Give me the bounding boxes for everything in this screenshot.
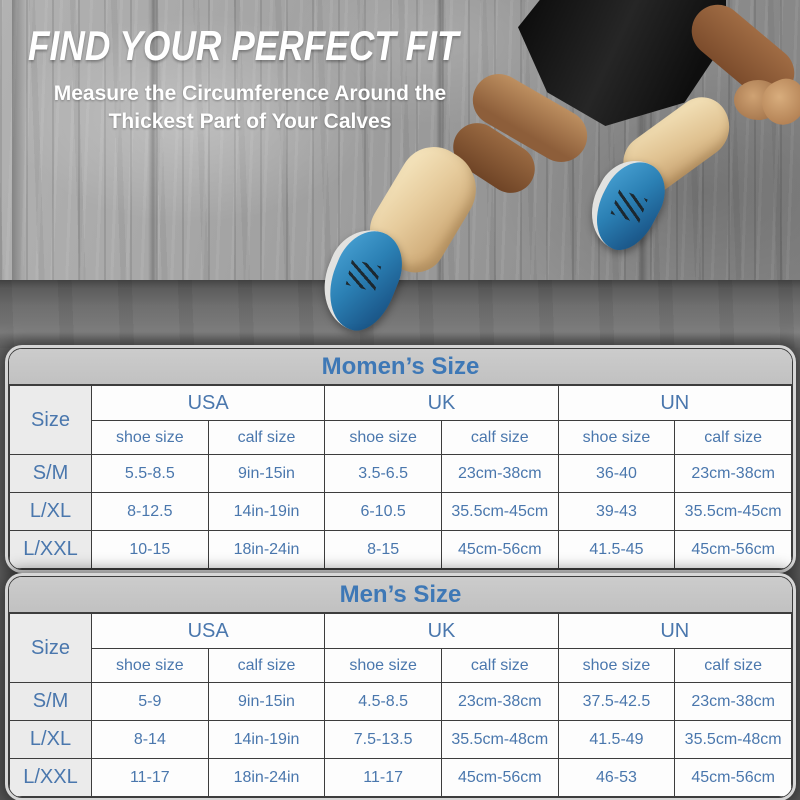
region-header-usa: USA: [90, 385, 326, 421]
size-cell: 8-14: [91, 720, 209, 759]
size-cell: 41.5-45: [557, 530, 676, 569]
womens-size-grid: Size USA UK UN shoe size calf size shoe …: [9, 385, 792, 569]
size-cell: 46-53: [557, 758, 676, 797]
subheader-calf-size: calf size: [207, 420, 326, 455]
size-cell: 5-9: [91, 682, 209, 721]
size-cell: 4.5-8.5: [324, 682, 442, 721]
size-cell: 39-43: [557, 492, 676, 531]
size-cell: 45cm-56cm: [440, 758, 559, 797]
page-title: FIND YOUR PERFECT FIT: [28, 22, 459, 69]
table-row: L/XL 8-12.5 14in-19in 6-10.5 35.5cm-45cm…: [9, 492, 792, 531]
subheader-shoe-size: shoe size: [324, 420, 442, 455]
size-cell: 8-15: [324, 530, 442, 569]
size-cell: 45cm-56cm: [440, 530, 559, 569]
size-cell: 8-12.5: [91, 492, 209, 531]
size-cell: 45cm-56cm: [674, 530, 792, 569]
subheader-shoe-size: shoe size: [91, 648, 209, 683]
region-header-uk: UK: [324, 385, 559, 421]
row-header: L/XL: [9, 492, 92, 531]
size-cell: 9in-15in: [207, 454, 326, 493]
subheader-shoe-size: shoe size: [557, 648, 676, 683]
region-header-uk: UK: [324, 613, 559, 649]
size-cell: 14in-19in: [207, 492, 326, 531]
size-cell: 10-15: [91, 530, 209, 569]
wall-streak: [436, 0, 444, 282]
region-header-un: UN: [557, 613, 792, 649]
womens-table-title: Momen’s Size: [9, 349, 792, 385]
size-cell: 5.5-8.5: [91, 454, 209, 493]
subheader-calf-size: calf size: [440, 420, 559, 455]
mens-table-title: Men’s Size: [9, 577, 792, 613]
table-row: L/XXL 10-15 18in-24in 8-15 45cm-56cm 41.…: [9, 530, 792, 569]
size-cell: 23cm-38cm: [440, 454, 559, 493]
subheader-calf-size: calf size: [440, 648, 559, 683]
region-header-usa: USA: [90, 613, 326, 649]
size-cell: 11-17: [324, 758, 442, 797]
row-header: L/XXL: [9, 530, 92, 569]
row-header: L/XL: [9, 720, 92, 759]
row-header: S/M: [9, 454, 92, 493]
mens-size-grid: Size USA UK UN shoe size calf size shoe …: [9, 613, 792, 797]
subtitle-line-1: Measure the Circumference Around the: [53, 82, 447, 105]
size-cell: 7.5-13.5: [324, 720, 442, 759]
mens-size-table: Men’s Size Size USA UK UN shoe size calf…: [8, 576, 793, 798]
hero-photo: FIND YOUR PERFECT FIT Measure the Circum…: [0, 0, 800, 348]
size-cell: 35.5cm-48cm: [674, 720, 792, 759]
subheader-calf-size: calf size: [207, 648, 326, 683]
region-header-un: UN: [557, 385, 792, 421]
subheader-shoe-size: shoe size: [557, 420, 676, 455]
size-cell: 36-40: [557, 454, 676, 493]
size-cell: 18in-24in: [207, 530, 326, 569]
size-cell: 11-17: [91, 758, 209, 797]
table-row: L/XL 8-14 14in-19in 7.5-13.5 35.5cm-48cm…: [9, 720, 792, 759]
subtitle-line-2: Thickest Part of Your Calves: [108, 110, 392, 133]
size-cell: 14in-19in: [207, 720, 326, 759]
size-cell: 35.5cm-45cm: [440, 492, 559, 531]
table-row: L/XXL 11-17 18in-24in 11-17 45cm-56cm 46…: [9, 758, 792, 797]
subheader-calf-size: calf size: [674, 648, 792, 683]
size-cell: 9in-15in: [207, 682, 326, 721]
table-row: S/M 5-9 9in-15in 4.5-8.5 23cm-38cm 37.5-…: [9, 682, 792, 721]
size-cell: 41.5-49: [557, 720, 676, 759]
row-header: L/XXL: [9, 758, 92, 797]
size-cell: 6-10.5: [324, 492, 442, 531]
womens-size-table: Momen’s Size Size USA UK UN shoe size ca…: [8, 348, 793, 570]
size-column-header: Size: [9, 385, 92, 455]
size-cell: 23cm-38cm: [440, 682, 559, 721]
wall-streak: [148, 0, 158, 282]
subheader-shoe-size: shoe size: [324, 648, 442, 683]
wall-streak: [12, 0, 26, 282]
subheader-calf-size: calf size: [674, 420, 792, 455]
size-cell: 35.5cm-48cm: [440, 720, 559, 759]
size-cell: 18in-24in: [207, 758, 326, 797]
gym-floor: [0, 280, 800, 348]
row-header: S/M: [9, 682, 92, 721]
shoe-laces: [610, 189, 648, 224]
size-column-header: Size: [9, 613, 92, 683]
size-cell: 45cm-56cm: [674, 758, 792, 797]
table-row: S/M 5.5-8.5 9in-15in 3.5-6.5 23cm-38cm 3…: [9, 454, 792, 493]
subtitle: Measure the Circumference Around the Thi…: [14, 80, 486, 136]
size-cell: 35.5cm-45cm: [674, 492, 792, 531]
size-cell: 23cm-38cm: [674, 682, 792, 721]
size-cell: 3.5-6.5: [324, 454, 442, 493]
size-cell: 23cm-38cm: [674, 454, 792, 493]
subheader-shoe-size: shoe size: [91, 420, 209, 455]
size-cell: 37.5-42.5: [557, 682, 676, 721]
shoe-laces: [345, 259, 382, 292]
